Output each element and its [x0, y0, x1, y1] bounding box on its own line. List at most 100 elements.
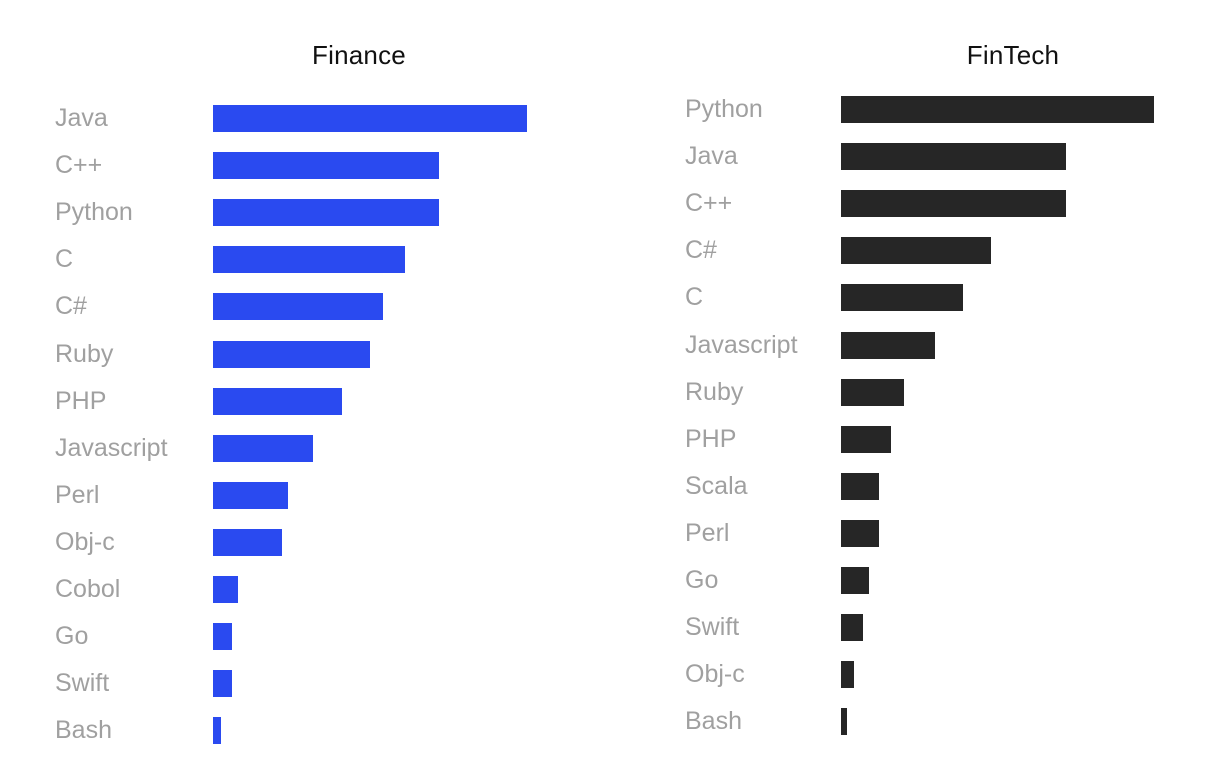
bar-track	[213, 105, 527, 133]
bar-track	[213, 528, 527, 556]
bar-track	[841, 143, 1154, 171]
bar-row: Obj-c	[685, 651, 1206, 698]
bar	[841, 425, 892, 453]
category-label: Javascript	[685, 330, 798, 359]
bar	[213, 199, 440, 227]
bar-row: Java	[55, 95, 585, 142]
bar	[213, 387, 342, 415]
bar-track	[841, 284, 1154, 312]
category-label: Bash	[685, 707, 742, 736]
bar-track	[213, 575, 527, 603]
category-label: C++	[685, 189, 733, 218]
bar-track	[213, 717, 527, 745]
bar	[841, 378, 904, 406]
bar	[841, 614, 863, 642]
bar-track	[213, 340, 527, 368]
bar-row: PHP	[55, 378, 585, 425]
bar-track	[213, 434, 527, 462]
bar-rows-finance: Java C++ Python C C# Ruby PHP	[55, 0, 585, 754]
category-label: Python	[685, 95, 763, 124]
category-label: C#	[55, 292, 87, 321]
bar-track	[213, 623, 527, 651]
category-label: Ruby	[55, 339, 114, 368]
bar	[841, 284, 964, 312]
bar-row: Perl	[685, 510, 1206, 557]
bar-row: Python	[55, 189, 585, 236]
bar-row: C#	[685, 227, 1206, 274]
bar	[841, 331, 935, 359]
bar-row: Go	[685, 557, 1206, 604]
bar	[841, 237, 992, 265]
bar-row: C++	[685, 180, 1206, 227]
bar-row: Python	[685, 86, 1206, 133]
bar-row: Obj-c	[55, 519, 585, 566]
bar-track	[841, 96, 1154, 124]
category-label: Ruby	[685, 377, 744, 406]
category-label: Java	[685, 142, 738, 171]
category-label: PHP	[55, 386, 107, 415]
category-label: Cobol	[55, 574, 121, 603]
bar-track	[841, 331, 1154, 359]
bar	[213, 575, 239, 603]
bar	[213, 105, 527, 133]
bar-rows-fintech: Python Java C++ C# C Javascript	[685, 0, 1206, 745]
bar-row: Swift	[685, 604, 1206, 651]
bar-row: C++	[55, 142, 585, 189]
chart-title-finance: Finance	[312, 40, 406, 70]
bar	[841, 708, 848, 736]
bar-row: Javascript	[685, 321, 1206, 368]
bar	[841, 472, 879, 500]
bar-track	[841, 378, 1154, 406]
bar-track	[213, 246, 527, 274]
bar-row: Java	[685, 133, 1206, 180]
bar	[841, 519, 879, 547]
category-label: Swift	[55, 669, 110, 698]
bar-row: Javascript	[55, 425, 585, 472]
bar-track	[213, 481, 527, 509]
bar-row: Bash	[55, 707, 585, 754]
bar-track	[841, 425, 1154, 453]
chart-title-fintech: FinTech	[966, 40, 1060, 70]
bar-row: C	[55, 236, 585, 283]
bar	[213, 152, 440, 180]
bar	[841, 190, 1067, 218]
bar-row: Scala	[685, 463, 1206, 510]
bar-row: Swift	[55, 660, 585, 707]
bar-track	[213, 387, 527, 415]
bar-track	[841, 519, 1154, 547]
category-label: Bash	[55, 716, 112, 745]
bar	[841, 566, 870, 594]
category-label: Python	[55, 198, 133, 227]
bar-row: Go	[55, 613, 585, 660]
bar-row: Bash	[685, 698, 1206, 745]
bar	[841, 661, 854, 689]
bar	[213, 293, 383, 321]
category-label: Obj-c	[55, 527, 115, 556]
category-label: Go	[55, 622, 89, 651]
category-label: C#	[685, 236, 717, 265]
bar-track	[841, 190, 1154, 218]
category-label: PHP	[685, 424, 737, 453]
category-label: Java	[55, 104, 108, 133]
category-label: Javascript	[55, 433, 168, 462]
bar-track	[213, 670, 527, 698]
bar-track	[841, 237, 1154, 265]
chart-fintech: FinTech Python Java C++ C# C Javascript	[685, 0, 1206, 757]
category-label: C	[685, 283, 704, 312]
category-label: Scala	[685, 471, 748, 500]
bar-track	[841, 566, 1154, 594]
bar	[213, 434, 314, 462]
bar-row: C#	[55, 283, 585, 330]
category-label: Obj-c	[685, 660, 745, 689]
bar-track	[841, 614, 1154, 642]
bar-row: Perl	[55, 472, 585, 519]
bar-track	[213, 152, 527, 180]
bar-track	[841, 661, 1154, 689]
bar	[213, 623, 232, 651]
category-label: Swift	[685, 613, 740, 642]
bar-track	[213, 199, 527, 227]
bar	[841, 96, 1154, 124]
chart-finance: Finance Java C++ Python C C# Ruby	[55, 0, 585, 757]
bar-track	[841, 472, 1154, 500]
bar-row: PHP	[685, 416, 1206, 463]
